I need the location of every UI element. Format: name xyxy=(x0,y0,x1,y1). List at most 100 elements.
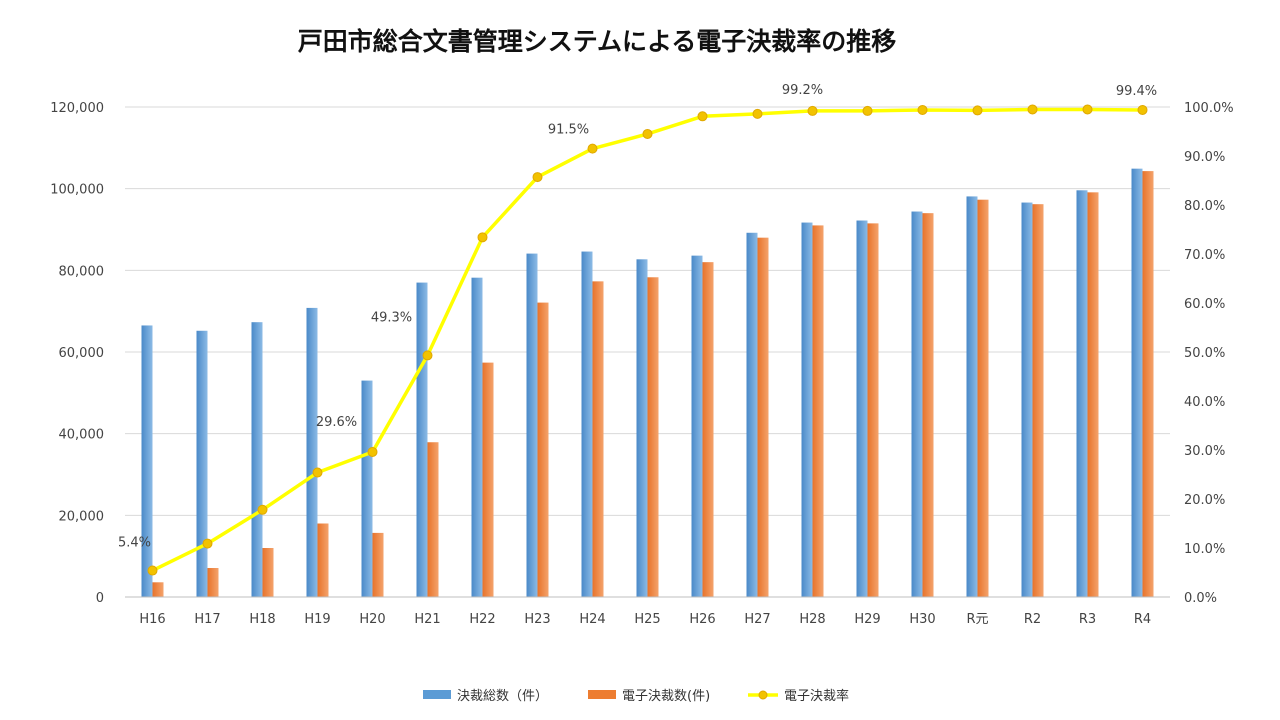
bar-electronic xyxy=(482,362,494,597)
bar-electronic xyxy=(647,277,659,597)
left-axis-tick-label: 80,000 xyxy=(59,264,105,279)
rate-point xyxy=(972,105,983,116)
bar-total xyxy=(141,325,153,597)
bar-electronic xyxy=(427,442,439,597)
bar-total xyxy=(746,232,758,597)
x-axis-tick-label: H19 xyxy=(304,612,330,627)
rate-point xyxy=(642,128,653,139)
bar-electronic xyxy=(812,225,824,597)
right-axis-tick-label: 30.0% xyxy=(1184,444,1225,459)
rate-point xyxy=(697,111,708,122)
rate-point xyxy=(1027,104,1038,115)
x-axis-tick-label: H29 xyxy=(854,612,880,627)
bar-total xyxy=(966,196,978,598)
x-axis-tick-label: H23 xyxy=(524,612,550,627)
left-axis-tick-label: 120,000 xyxy=(50,101,104,116)
bar-electronic xyxy=(207,568,219,597)
rate-point xyxy=(257,504,268,515)
rate-point xyxy=(532,172,543,183)
rate-point xyxy=(862,105,873,116)
left-axis-tick-label: 0 xyxy=(96,591,104,606)
bar-total xyxy=(526,253,538,597)
x-axis-tick-label: H28 xyxy=(799,612,825,627)
rate-data-label: 29.6% xyxy=(316,415,357,430)
bar-electronic xyxy=(317,523,329,597)
rate-point xyxy=(1082,104,1093,115)
rate-point xyxy=(312,467,323,478)
bar-total xyxy=(1076,190,1088,598)
right-axis-tick-label: 80.0% xyxy=(1184,199,1225,214)
bar-electronic xyxy=(592,281,604,597)
bar-electronic xyxy=(1032,204,1044,597)
right-axis-tick-label: 50.0% xyxy=(1184,346,1225,361)
bar-total xyxy=(911,211,923,598)
rate-point xyxy=(1137,104,1148,115)
x-axis-tick-label: R元 xyxy=(966,612,988,627)
bar-total xyxy=(636,259,648,597)
rate-point xyxy=(422,350,433,361)
right-axis-tick-label: 40.0% xyxy=(1184,395,1225,410)
rate-point xyxy=(807,105,818,116)
x-axis-tick-label: H26 xyxy=(689,612,715,627)
bar-electronic xyxy=(702,262,714,597)
right-axis-tick-label: 100.0% xyxy=(1184,101,1234,116)
bar-electronic xyxy=(922,213,934,597)
legend-swatch-marker xyxy=(758,690,768,700)
left-axis-tick-label: 40,000 xyxy=(59,428,105,443)
bar-electronic xyxy=(1087,192,1099,597)
rate-point xyxy=(202,538,213,549)
chart-title: 戸田市総合文書管理システムによる電子決裁率の推移 xyxy=(297,27,897,56)
left-axis-tick-label: 20,000 xyxy=(59,509,105,524)
x-axis-tick-label: R4 xyxy=(1134,612,1151,627)
x-axis-tick-label: R3 xyxy=(1079,612,1096,627)
x-axis-tick-label: H25 xyxy=(634,612,660,627)
legend-swatch xyxy=(423,690,451,699)
right-axis-tick-label: 10.0% xyxy=(1184,542,1225,557)
right-axis-tick-label: 70.0% xyxy=(1184,248,1225,263)
x-axis-tick-label: H21 xyxy=(414,612,440,627)
bar-electronic xyxy=(372,532,384,597)
bar-total xyxy=(1131,168,1143,598)
x-axis-tick-label: H18 xyxy=(249,612,275,627)
bar-total xyxy=(196,330,208,597)
rate-point xyxy=(147,565,158,576)
x-axis-tick-label: H17 xyxy=(194,612,220,627)
bar-electronic xyxy=(977,199,989,598)
bar-electronic xyxy=(152,582,164,597)
bar-total xyxy=(306,307,318,597)
x-axis-tick-label: H22 xyxy=(469,612,495,627)
legend-swatch xyxy=(588,690,616,699)
rate-point xyxy=(752,108,763,119)
legend-label: 電子決裁率 xyxy=(784,688,849,704)
bar-total xyxy=(691,255,703,597)
x-axis-tick-label: R2 xyxy=(1024,612,1041,627)
bar-total xyxy=(1021,202,1033,598)
bar-total xyxy=(471,277,483,597)
rate-data-label: 49.3% xyxy=(371,310,412,325)
bar-total xyxy=(251,322,263,597)
rate-point xyxy=(477,232,488,243)
rate-data-label: 99.2% xyxy=(782,83,823,98)
rate-data-label: 5.4% xyxy=(118,536,151,551)
bar-total xyxy=(361,380,373,597)
x-axis-tick-label: H24 xyxy=(579,612,605,627)
rate-point xyxy=(587,143,598,154)
legend-label: 電子決裁数(件) xyxy=(622,688,710,704)
x-axis-tick-label: H16 xyxy=(139,612,165,627)
bar-electronic xyxy=(262,548,274,597)
x-axis-tick-label: H20 xyxy=(359,612,385,627)
legend-label: 決裁総数（件） xyxy=(457,688,548,704)
bar-electronic xyxy=(757,237,769,597)
right-axis-tick-label: 90.0% xyxy=(1184,150,1225,165)
left-axis-tick-label: 100,000 xyxy=(50,183,104,198)
right-axis-tick-label: 60.0% xyxy=(1184,297,1225,312)
bar-total xyxy=(416,282,428,597)
bar-total xyxy=(801,222,813,597)
rate-point xyxy=(917,104,928,115)
bar-electronic xyxy=(537,302,549,597)
x-axis-tick-label: H30 xyxy=(909,612,935,627)
bar-total xyxy=(856,220,868,597)
right-axis-tick-label: 20.0% xyxy=(1184,493,1225,508)
right-axis-tick-label: 0.0% xyxy=(1184,591,1217,606)
